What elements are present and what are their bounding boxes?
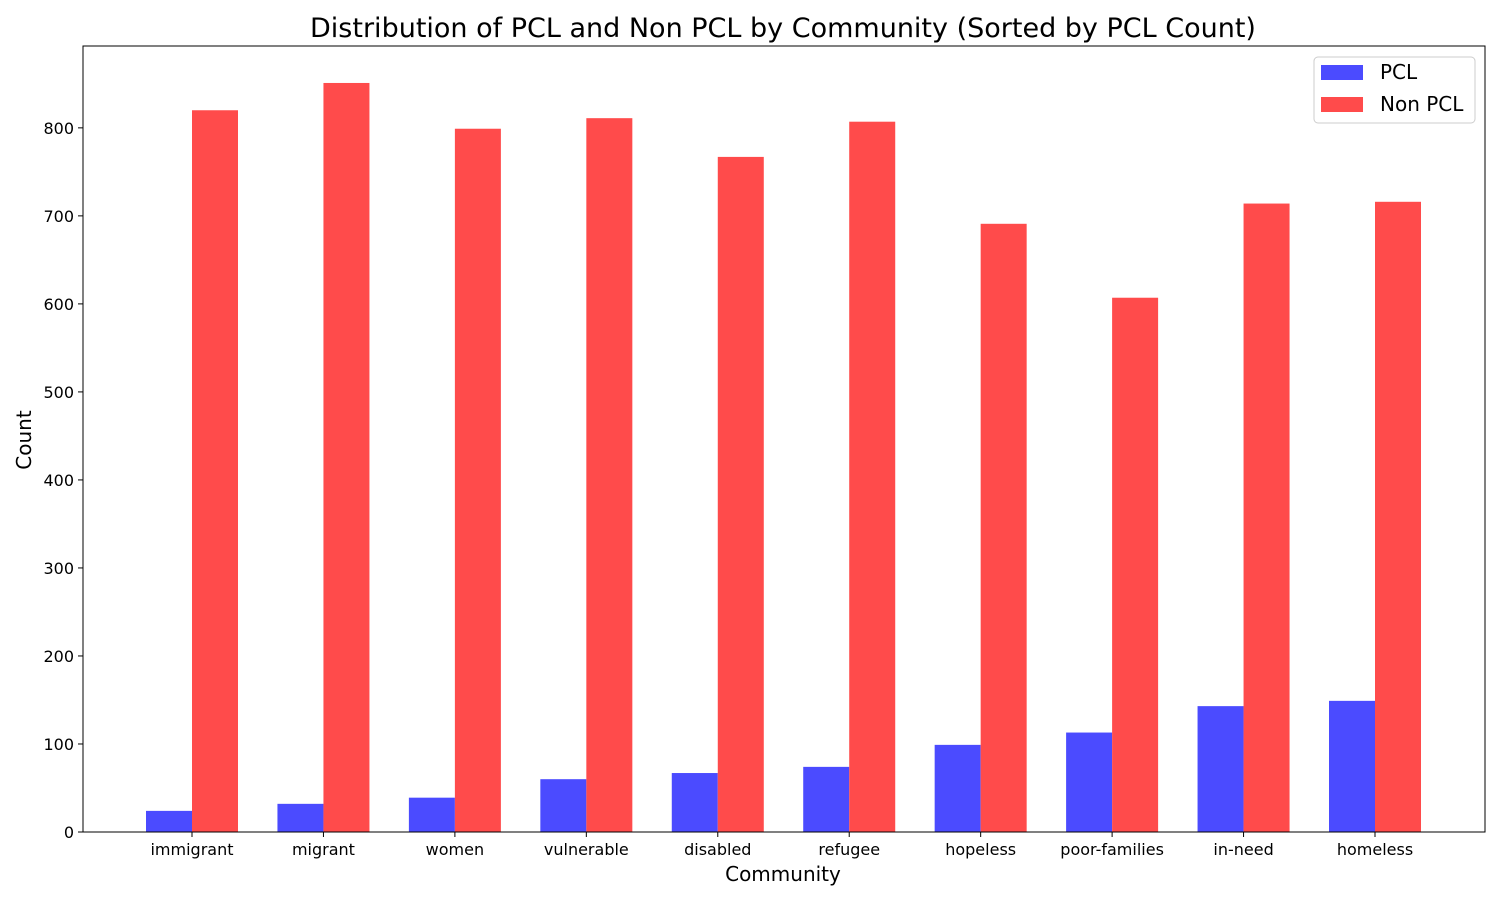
y-tick-label: 100 — [43, 735, 74, 754]
bar-pcl-hopeless — [934, 744, 981, 832]
x-tick-label: in-need — [1213, 840, 1273, 859]
bar-non-pcl-immigrant — [192, 110, 238, 833]
bar-pcl-migrant — [277, 803, 324, 832]
bar-pcl-immigrant — [146, 810, 192, 832]
y-tick-label: 800 — [43, 119, 74, 138]
bar-non-pcl-poor-families — [1112, 297, 1159, 833]
y-tick-label: 200 — [43, 647, 74, 666]
legend-swatch-non-pcl — [1321, 97, 1363, 112]
x-tick-label: refugee — [818, 840, 880, 859]
y-tick-label: 700 — [43, 207, 74, 226]
legend-label-pcl: PCL — [1380, 60, 1418, 84]
y-axis: 0 100 200 300 400 500 600 700 800 — [43, 119, 83, 842]
bar-pcl-poor-families — [1066, 732, 1113, 832]
bar-pcl-women — [408, 797, 455, 832]
chart-title: Distribution of PCL and Non PCL by Commu… — [310, 13, 1256, 44]
legend-label-non-pcl: Non PCL — [1380, 92, 1464, 116]
x-tick-label: poor-families — [1060, 840, 1164, 859]
x-tick-label: vulnerable — [544, 840, 629, 859]
legend-swatch-pcl — [1321, 65, 1363, 80]
x-axis: immigrant migrant women vulnerable disabled r… — [150, 832, 1413, 859]
plot-area — [146, 82, 1421, 833]
y-tick-label: 500 — [43, 383, 74, 402]
y-tick-label: 0 — [64, 823, 74, 842]
x-tick-label: women — [426, 840, 484, 859]
bar-non-pcl-migrant — [323, 82, 370, 832]
bar-non-pcl-in-need — [1243, 203, 1290, 833]
bar-pcl-refugee — [803, 766, 850, 832]
bar-pcl-in-need — [1197, 706, 1244, 832]
x-tick-label: disabled — [684, 840, 751, 859]
bar-pcl-vulnerable — [540, 779, 587, 832]
y-axis-label: Count — [12, 410, 36, 470]
legend: PCL Non PCL — [1313, 56, 1476, 124]
y-tick-label: 300 — [43, 559, 74, 578]
bar-pcl-disabled — [671, 773, 718, 832]
bar-non-pcl-homeless — [1375, 201, 1421, 832]
bar-non-pcl-hopeless — [980, 223, 1027, 832]
x-tick-label: hopeless — [945, 840, 1016, 859]
x-tick-label: migrant — [292, 840, 355, 859]
bar-pcl-homeless — [1329, 700, 1375, 832]
x-tick-label: homeless — [1337, 840, 1413, 859]
bar-non-pcl-disabled — [717, 156, 764, 832]
plot-frame — [82, 45, 1486, 833]
y-tick-label: 400 — [43, 471, 74, 490]
x-axis-label: Community — [725, 862, 841, 886]
bar-non-pcl-women — [454, 128, 501, 833]
x-tick-label: immigrant — [150, 840, 233, 859]
bar-non-pcl-refugee — [849, 121, 896, 832]
y-tick-label: 600 — [43, 295, 74, 314]
bar-non-pcl-vulnerable — [586, 118, 633, 833]
